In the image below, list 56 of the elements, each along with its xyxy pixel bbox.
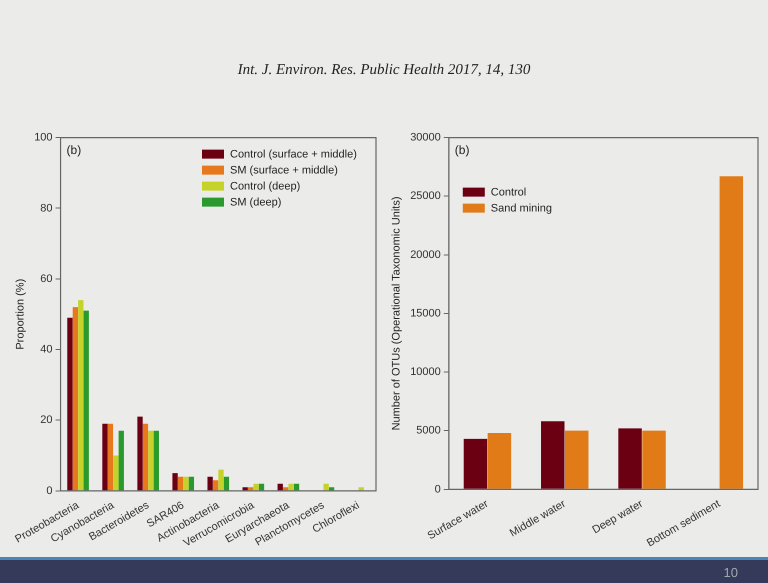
footer-strip: 10: [0, 557, 768, 583]
bar: [642, 430, 666, 489]
bar: [212, 480, 218, 490]
y-tick-label: 60: [40, 272, 53, 285]
y-tick-label: 10000: [410, 366, 441, 378]
y-tick-label: 40: [40, 344, 53, 356]
bar: [72, 307, 78, 490]
bar: [720, 176, 744, 489]
bar: [218, 470, 224, 490]
bar: [67, 318, 73, 490]
y-tick-label: 30000: [410, 132, 441, 144]
bar: [78, 300, 84, 490]
y-tick-label: 25000: [410, 190, 441, 202]
bar: [118, 430, 124, 490]
y-tick-label: 100: [34, 132, 53, 144]
y-tick-label: 20: [40, 414, 53, 426]
bar: [323, 484, 329, 490]
y-tick-label: 0: [46, 484, 53, 497]
bar: [178, 476, 184, 490]
bar: [278, 484, 283, 490]
legend-label: Control (surface + middle): [230, 148, 357, 161]
bar: [188, 476, 194, 490]
legend-label: SM (surface + middle): [230, 164, 338, 177]
bar: [564, 430, 588, 489]
legend-label: Sand mining: [490, 202, 552, 215]
x-tick-label: Deep water: [590, 498, 646, 536]
chart-title: Int. J. Environ. Res. Public Health 2017, 14, 130: [236, 62, 532, 79]
bar: [137, 416, 143, 490]
y-axis-title: Proportion (%): [14, 278, 27, 350]
bar: [172, 473, 178, 490]
bar: [108, 424, 114, 490]
bar: [224, 476, 230, 490]
bar: [84, 310, 89, 490]
bar: [154, 430, 159, 490]
annotation: (b): [66, 142, 82, 157]
bar: [113, 456, 119, 490]
bar: [541, 421, 565, 489]
legend-label: SM (deep): [230, 196, 282, 209]
bar: [183, 476, 189, 490]
bar: [488, 433, 512, 489]
legend-label: Control (deep): [230, 180, 300, 193]
bar: [148, 430, 154, 490]
y-tick-label: 20000: [410, 248, 441, 261]
y-tick-label: 5000: [416, 424, 441, 437]
annotation: (b): [454, 142, 470, 157]
y-tick-label: 0: [434, 483, 441, 496]
bar: [207, 476, 213, 490]
y-tick-label: 15000: [410, 307, 441, 320]
bar: [142, 424, 148, 490]
legend-label: Control: [490, 186, 526, 199]
bar: [464, 438, 488, 489]
bar: [102, 424, 108, 490]
y-tick-label: 80: [40, 202, 53, 214]
bar: [618, 428, 642, 489]
bar: [288, 484, 294, 490]
y-axis-title: Number of OTUs (Operational Taxonomic Units): [390, 196, 403, 430]
